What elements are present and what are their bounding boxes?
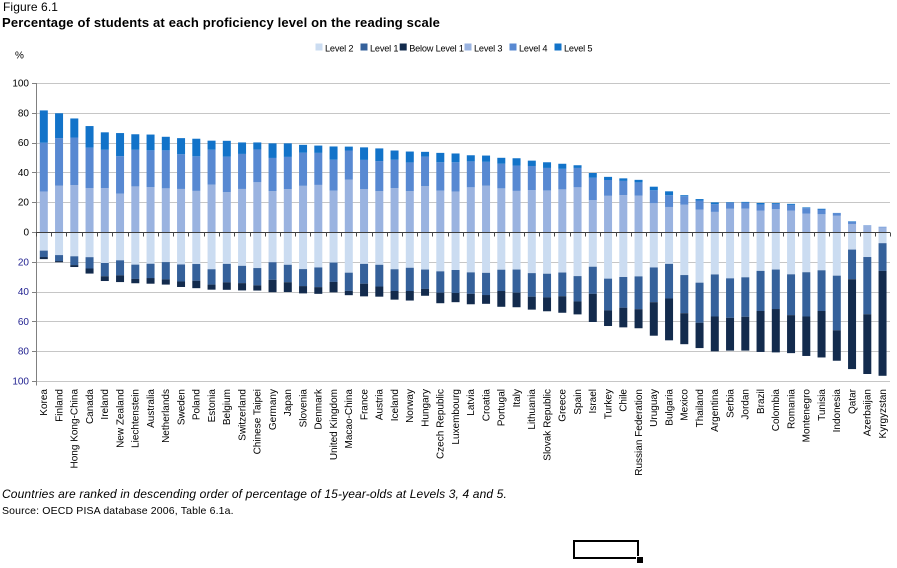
svg-text:Czech Republic: Czech Republic: [436, 389, 447, 459]
svg-text:Montenegro: Montenegro: [802, 389, 813, 443]
svg-text:Israel: Israel: [588, 389, 599, 413]
svg-text:Germany: Germany: [268, 389, 279, 430]
svg-text:Italy: Italy: [512, 389, 523, 407]
svg-text:Colombia: Colombia: [771, 389, 782, 432]
svg-text:Macao-China: Macao-China: [344, 389, 355, 449]
svg-text:Portugal: Portugal: [497, 389, 508, 426]
svg-text:Level 5: Level 5: [564, 44, 592, 54]
svg-text:Turkey: Turkey: [603, 389, 614, 419]
svg-text:Liechtenstein: Liechtenstein: [131, 389, 142, 448]
svg-text:Hong Kong-China: Hong Kong-China: [70, 389, 81, 469]
svg-text:Belgium: Belgium: [222, 389, 233, 425]
svg-text:Denmark: Denmark: [314, 388, 325, 430]
svg-text:Poland: Poland: [192, 389, 203, 420]
svg-text:Spain: Spain: [573, 389, 584, 415]
svg-text:40: 40: [18, 168, 30, 179]
svg-text:Level 2: Level 2: [325, 44, 353, 54]
svg-text:Chile: Chile: [619, 389, 630, 412]
svg-text:Korea: Korea: [39, 389, 50, 416]
svg-text:20: 20: [18, 257, 30, 268]
svg-text:60: 60: [18, 138, 30, 149]
svg-text:Level 4: Level 4: [519, 44, 547, 54]
svg-text:United Kingdom: United Kingdom: [329, 389, 340, 460]
svg-text:Estonia: Estonia: [207, 389, 218, 423]
svg-text:Ireland: Ireland: [100, 389, 111, 420]
svg-text:Uruguay: Uruguay: [649, 389, 660, 427]
svg-text:Qatar: Qatar: [847, 388, 858, 414]
svg-text:Finland: Finland: [54, 389, 65, 422]
svg-text:Romania: Romania: [786, 389, 797, 429]
svg-text:Thailand: Thailand: [695, 389, 706, 427]
svg-text:Netherlands: Netherlands: [161, 389, 172, 443]
svg-text:Azerbaijan: Azerbaijan: [863, 389, 874, 436]
svg-text:Austria: Austria: [375, 389, 386, 421]
svg-text:Level 3: Level 3: [474, 44, 502, 54]
svg-text:Level 1: Level 1: [370, 44, 398, 54]
svg-text:Sweden: Sweden: [176, 389, 187, 425]
svg-text:100: 100: [12, 377, 29, 388]
svg-text:Slovak Republic: Slovak Republic: [542, 389, 553, 461]
svg-text:Bulgaria: Bulgaria: [664, 389, 675, 426]
svg-text:Chinese Taipei: Chinese Taipei: [253, 389, 264, 454]
svg-text:Brazil: Brazil: [756, 389, 767, 414]
svg-text:Slovenia: Slovenia: [298, 389, 309, 428]
svg-text:Japan: Japan: [283, 389, 294, 416]
svg-text:Below Level 1: Below Level 1: [409, 44, 464, 54]
svg-text:Tunisia: Tunisia: [817, 389, 828, 421]
svg-text:Canada: Canada: [85, 389, 96, 424]
svg-text:Russian Federation: Russian Federation: [634, 389, 645, 476]
svg-text:0: 0: [23, 228, 29, 239]
svg-text:Luxembourg: Luxembourg: [451, 389, 462, 445]
svg-text:80: 80: [18, 108, 30, 119]
svg-text:France: France: [359, 389, 370, 421]
svg-text:Iceland: Iceland: [390, 389, 401, 421]
svg-text:Serbia: Serbia: [725, 389, 736, 418]
svg-text:%: %: [15, 51, 24, 62]
svg-text:Australia: Australia: [146, 389, 157, 428]
svg-text:80: 80: [18, 347, 30, 358]
svg-text:Hungary: Hungary: [420, 389, 431, 427]
svg-text:Norway: Norway: [405, 389, 416, 423]
svg-text:Kyrgyzstan: Kyrgyzstan: [878, 389, 889, 438]
svg-text:60: 60: [18, 317, 30, 328]
svg-text:Jordan: Jordan: [741, 389, 752, 420]
svg-text:Latvia: Latvia: [466, 389, 477, 416]
svg-text:40: 40: [18, 287, 30, 298]
svg-text:Mexico: Mexico: [680, 389, 691, 421]
svg-text:Lithuania: Lithuania: [527, 389, 538, 430]
svg-text:20: 20: [18, 198, 30, 209]
svg-text:Croatia: Croatia: [481, 389, 492, 422]
svg-text:New Zealand: New Zealand: [115, 389, 126, 448]
svg-text:Greece: Greece: [558, 389, 569, 422]
svg-text:Indonesia: Indonesia: [832, 389, 843, 433]
svg-text:Argentina: Argentina: [710, 389, 721, 432]
svg-text:100: 100: [12, 79, 29, 90]
svg-text:Switzerland: Switzerland: [237, 389, 248, 441]
